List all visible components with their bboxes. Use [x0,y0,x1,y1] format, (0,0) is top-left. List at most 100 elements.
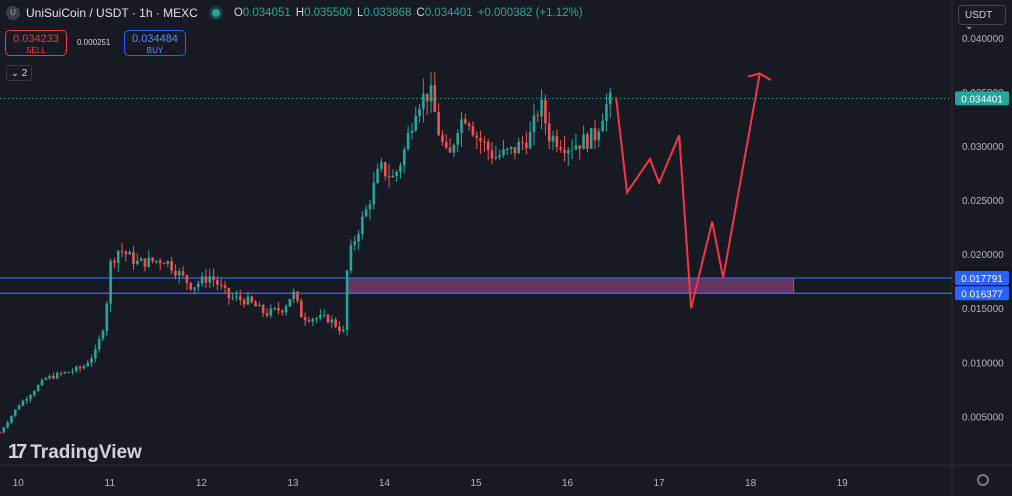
buy-button[interactable]: 0.034484 BUY [124,30,186,56]
x-tick-label: 14 [379,478,391,489]
level-label: 0.017791 [961,274,1003,285]
candle-body [86,362,90,367]
candle [551,130,555,151]
candle [479,130,482,154]
ohlc-value: 0.033868 [363,7,412,19]
candle [349,239,353,274]
candle [303,312,307,326]
y-tick-label: 0.030000 [962,142,1004,153]
candle [486,138,490,161]
sell-price: 0.034233 [13,33,59,45]
candle [334,317,337,329]
candle [105,300,109,336]
level-label-bg [955,271,1009,286]
candle-body [460,119,463,133]
candle [589,127,593,149]
candle [433,71,437,113]
candle-body [433,85,437,113]
candle-body [59,373,63,375]
candle-body [177,271,181,276]
candle [284,303,288,316]
candle-body [113,260,116,263]
candle-body [597,131,601,141]
candle-body [17,405,21,410]
candle [555,129,559,153]
candle [456,129,459,153]
candle [2,426,6,434]
candle-body [151,257,154,262]
candle [498,149,501,161]
candle-body [517,141,521,154]
candle [597,127,601,148]
candle-body [193,287,196,290]
x-tick-label: 12 [196,478,208,489]
candle-body [410,130,414,133]
candle [605,93,608,132]
indicators-count: 2 [21,68,28,79]
candle-body [139,258,143,261]
candle-body [605,104,608,121]
candle-body [300,300,303,318]
candle [132,245,135,271]
symbol-title[interactable]: UniSuiCoin / USDT · 1h · MEXC [26,6,198,20]
candle [319,308,322,321]
candle [36,384,40,392]
candle [235,290,238,302]
candle-body [90,358,93,363]
gear-icon[interactable] [977,474,989,486]
candle [48,374,51,380]
candle [402,146,406,174]
candle-body [10,415,13,423]
projection-path [615,71,772,309]
candle-body [0,432,2,434]
candle-body [25,399,28,401]
candle [55,371,59,380]
candle-body [441,135,444,142]
candle-body [158,260,162,264]
candle [277,301,280,315]
candle-body [563,149,566,154]
candle-body [395,171,398,176]
candle [471,121,475,137]
x-tick-label: 10 [13,478,25,489]
candle [6,420,9,429]
indicators-toggle[interactable]: ⌄ 2 [6,65,32,81]
candle-body [63,372,67,374]
candle-body [567,150,570,154]
candle [387,163,391,188]
currency-select[interactable]: USDT ⌄ [958,5,1006,32]
candle [139,257,143,262]
candle-body [471,125,475,136]
candle [326,313,330,324]
candle [71,368,74,375]
last-price-label-bg [955,91,1009,106]
sell-button[interactable]: 0.034233 SELL [5,30,67,56]
candle [238,289,242,306]
candle [116,249,120,272]
ohlc-key: L [357,7,364,19]
candle-body [387,176,391,178]
candle [357,230,360,250]
candle-body [429,85,433,102]
candle-body [109,260,112,304]
candle [0,431,2,434]
candle-body [425,93,429,102]
candle-body [311,319,315,322]
candle [242,297,246,308]
candle-body [464,119,467,124]
candle [429,71,433,114]
candle-body [536,115,540,117]
candle-body [44,378,48,380]
candle [563,136,566,162]
currency-label: USDT [965,10,993,21]
ohlc-key: O [233,7,243,19]
candle [128,249,131,255]
candle-body [559,147,562,150]
candle [113,257,116,268]
tradingview-logo-text: TradingView [30,441,142,463]
candle-body [200,276,204,284]
level-label: 0.016377 [961,289,1003,300]
candle-body [185,275,189,283]
candle [422,78,425,123]
